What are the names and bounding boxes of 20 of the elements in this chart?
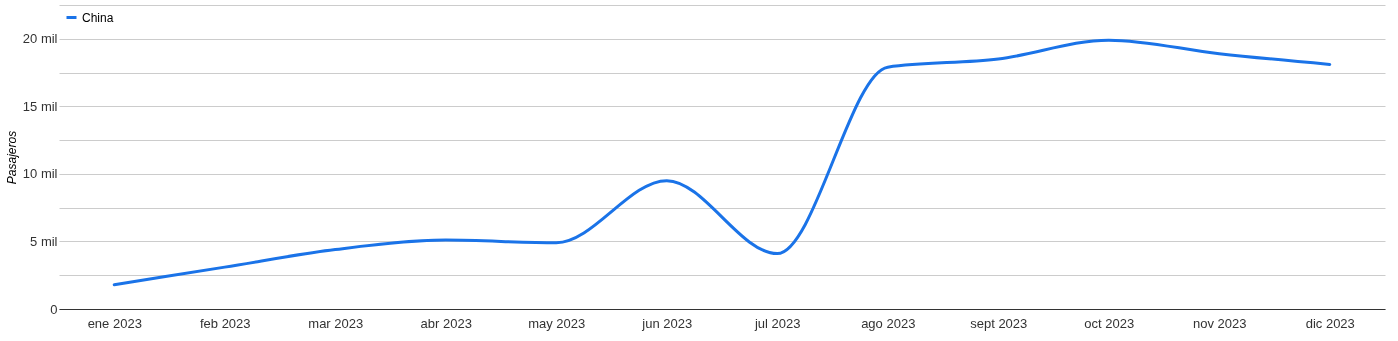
x-tick-label: ene 2023 xyxy=(87,315,142,331)
y-tick-label: 0 xyxy=(50,301,58,317)
x-tick-label: feb 2023 xyxy=(199,315,251,331)
y-tick-label: 20 mil xyxy=(22,31,58,47)
line-series xyxy=(112,38,1332,287)
x-tick-label: may 2023 xyxy=(528,315,586,331)
x-tick-label: sept 2023 xyxy=(970,315,1028,331)
legend-label: China xyxy=(82,10,114,25)
y-tick-label: 10 mil xyxy=(22,166,58,182)
x-tick-label: mar 2023 xyxy=(308,315,364,331)
y-tick-label: 15 mil xyxy=(22,98,58,114)
x-tick-label: oct 2023 xyxy=(1084,315,1135,331)
x-tick-label: jul 2023 xyxy=(753,315,801,331)
y-tick-label: 5 mil xyxy=(30,233,58,249)
y-axis-title: Pasajeros xyxy=(4,130,19,185)
x-tick-label: ago 2023 xyxy=(861,315,916,331)
x-tick-label: jun 2023 xyxy=(641,315,693,331)
x-tick-label: abr 2023 xyxy=(420,315,472,331)
x-tick-label: dic 2023 xyxy=(1305,315,1355,331)
x-tick-label: nov 2023 xyxy=(1193,315,1247,331)
